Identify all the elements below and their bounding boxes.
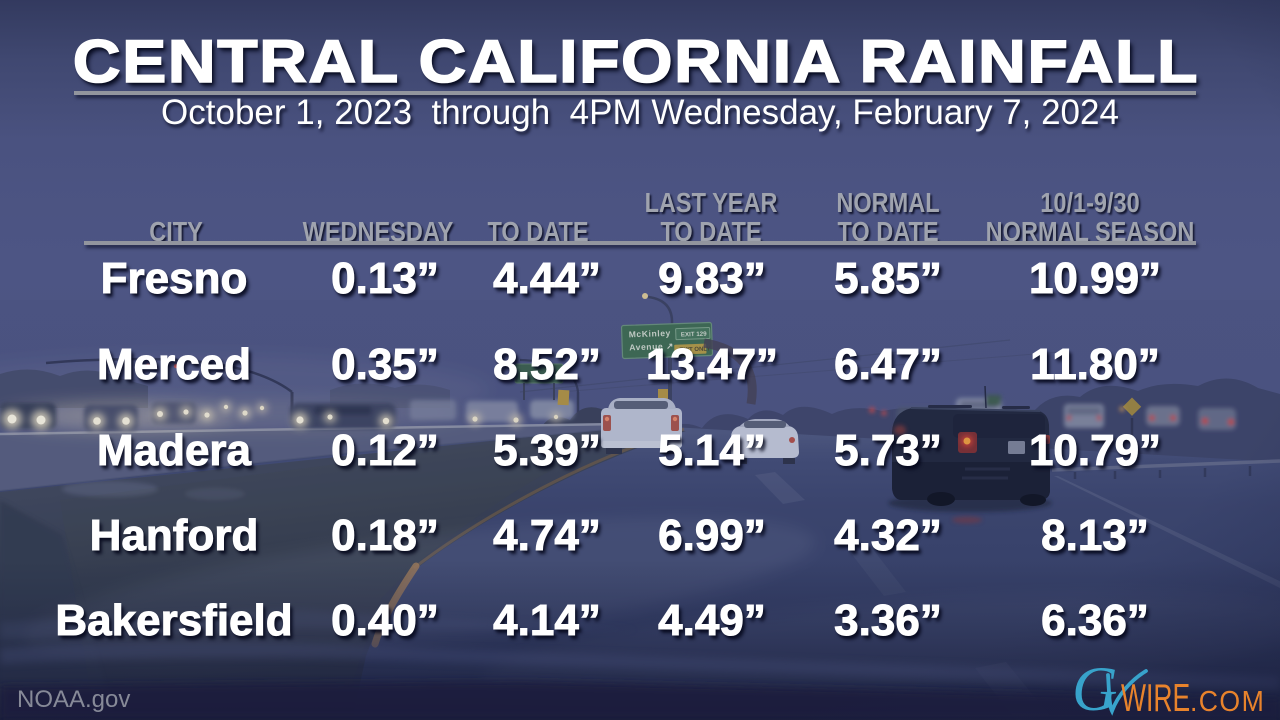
svg-text:.COM: .COM: [1190, 685, 1265, 717]
svg-text:WIRE: WIRE: [1121, 677, 1190, 720]
